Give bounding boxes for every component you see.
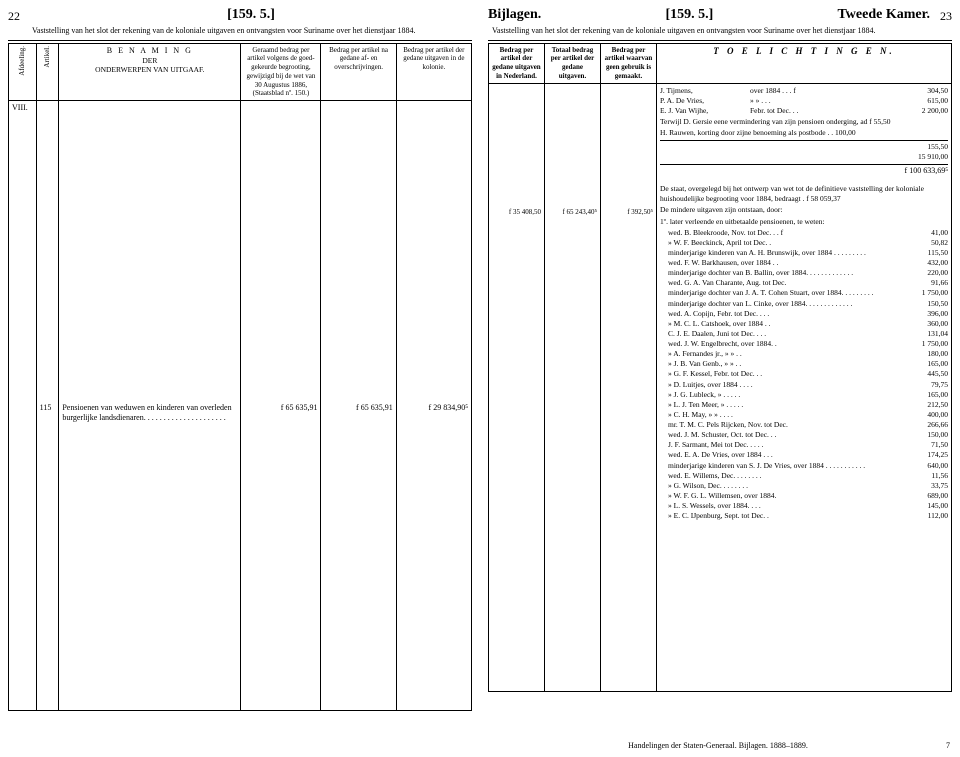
toel-top-line: E. J. Van Wijhe,Febr. tot Dec. . .2 200,… (660, 106, 948, 116)
toel-entry: » G. Wilson, Dec. . . . . . . .33,75 (668, 481, 948, 491)
footer: Handelingen der Staten-Generaal. Bijlage… (0, 741, 960, 751)
toel-entry: » C. H. May, » » . . . .400,00 (668, 410, 948, 420)
toel-entry: wed. B. Bleekroode, Nov. tot Dec. . . f4… (668, 228, 948, 238)
toel-entry: minderjarige dochter van J. A. T. Cohen … (668, 288, 948, 298)
toel-entry: » D. Luitjes, over 1884 . . . .79,75 (668, 380, 948, 390)
toel-top-line: J. Tijmens,over 1884 . . . f304,50 (660, 86, 948, 96)
cell-artnum: 115 (36, 101, 59, 531)
toel-entry: wed. E. A. De Vries, over 1884 . . .174,… (668, 450, 948, 460)
col-bedrag-kolonie: Bedrag per artikel der gedane uitgaven i… (396, 43, 471, 101)
rule (8, 40, 472, 41)
toel-entry: minderjarige dochter van L. Cinke, over … (668, 299, 948, 309)
toelichtingen-body: J. Tijmens,over 1884 . . . f304,50P. A. … (660, 86, 948, 522)
toel-entry: wed. F. W. Barkhausen, over 1884 . .432,… (668, 258, 948, 268)
toel-entry: mr. T. M. C. Pels Rijcken, Nov. tot Dec.… (668, 420, 948, 430)
right-subtitle: Vaststelling van het slot der rekening v… (492, 26, 952, 36)
col-toelichtingen: T O E L I C H T I N G E N. (657, 43, 952, 83)
left-page-number: 22 (8, 9, 30, 24)
left-bracket: [159. 5.] (227, 6, 275, 24)
toel-entry: » L. J. Ten Meer, » . . . . .212,50 (668, 400, 948, 410)
toel-entry: » A. Fernandes jr., » » . .180,00 (668, 349, 948, 359)
left-data-row-upper: VIII. 115 Pensioenen van weduwen en kind… (9, 101, 472, 531)
toel-entry: » W. F. G. L. Willemsen, over 1884.689,0… (668, 491, 948, 501)
right-header: Bijlagen. [159. 5.] Tweede Kamer. 23 (488, 6, 952, 24)
toel-entry: minderjarige kinderen van S. J. De Vries… (668, 461, 948, 471)
cell-raming: f 65 635,91 (241, 101, 321, 531)
toel-entry: minderjarige dochter van B. Ballin, over… (668, 268, 948, 278)
grand-total: f 100 633,69⁵ (660, 164, 948, 177)
right-bracket: [159. 5.] (665, 6, 713, 24)
right-data-row: f 35 408,50 f 65 243,40⁵ f 392,50⁵ J. Ti… (489, 83, 952, 691)
cell-desc: Pensioenen van weduwen en kinderen van o… (59, 101, 241, 531)
bijlagen-label: Bijlagen. (488, 6, 541, 24)
cell-kolonie: f 29 834,90⁵ (396, 101, 471, 531)
cell-ned: f 35 408,50 (489, 83, 545, 691)
toel-entry: » J. G. Lubleck, » . . . . .165,00 (668, 390, 948, 400)
toel-entry: wed. G. A. Van Charante, Aug. tot Dec.91… (668, 278, 948, 288)
col-raming: Geraamd bedrag per artikel volgens de go… (241, 43, 321, 101)
toel-entry: » J. B. Van Genb., » » . .165,00 (668, 359, 948, 369)
toel-entry: wed. J. M. Schuster, Oct. tot Dec. . .15… (668, 430, 948, 440)
rule (488, 40, 952, 41)
toel-entry: wed. A. Copijn, Febr. tot Dec. . . .396,… (668, 309, 948, 319)
cell-na: f 65 635,91 (321, 101, 396, 531)
kamer-label: Tweede Kamer. (837, 6, 930, 24)
col-ned: Bedrag per artikel der gedane uitgaven i… (489, 43, 545, 83)
footer-pagenum: 7 (946, 741, 950, 751)
page-spread: 22 [159. 5.] Vaststelling van het slot d… (0, 0, 960, 716)
toel-entry: » M. C. L. Catshoek, over 1884 . .360,00 (668, 319, 948, 329)
toel-entry: » E. C. IJpenburg, Sept. tot Dec. .112,0… (668, 511, 948, 521)
footer-citation: Handelingen der Staten-Generaal. Bijlage… (628, 741, 808, 751)
toel-entry: C. J. E. Daalen, Juni tot Dec. . . .131,… (668, 329, 948, 339)
toel-top-line: P. A. De Vries,» » . . .615,00 (660, 96, 948, 106)
left-leaf: 22 [159. 5.] Vaststelling van het slot d… (0, 0, 480, 716)
col-afdeeling: Afdeeling. (9, 43, 37, 101)
right-table: Bedrag per artikel der gedane uitgaven i… (488, 43, 952, 692)
cell-toelichtingen: J. Tijmens,over 1884 . . . f304,50P. A. … (657, 83, 952, 691)
cell-geen: f 392,50⁵ (601, 83, 657, 691)
cell-totaal: f 65 243,40⁵ (545, 83, 601, 691)
right-table-head-row: Bedrag per artikel der gedane uitgaven i… (489, 43, 952, 83)
left-table-head-row: Afdeeling. Artikel. B E N A M I N G DER … (9, 43, 472, 101)
left-table: Afdeeling. Artikel. B E N A M I N G DER … (8, 43, 472, 712)
cell-roman: VIII. (9, 101, 37, 531)
toel-entry: » L. S. Wessels, over 1884. . . .145,00 (668, 501, 948, 511)
left-subtitle: Vaststelling van het slot der rekening v… (32, 26, 472, 36)
left-header: 22 [159. 5.] (8, 6, 472, 24)
toel-entry: wed. E. Willems, Dec. . . . . . . .11,56 (668, 471, 948, 481)
toel-entry: J. F. Sarmant, Mei tot Dec. . . . .71,50 (668, 440, 948, 450)
toel-entry: » G. F. Kessel, Febr. tot Dec. . .445,50 (668, 369, 948, 379)
col-benaming: B E N A M I N G DER ONDERWERPEN VAN UITG… (59, 43, 241, 101)
col-artikel: Artikel. (36, 43, 59, 101)
right-page-number: 23 (930, 9, 952, 24)
col-bedrag-na: Bedrag per artikel na gedane af- en over… (321, 43, 396, 101)
col-geen: Bedrag per artikel waarvan geen gebruik … (601, 43, 657, 83)
right-leaf: Bijlagen. [159. 5.] Tweede Kamer. 23 Vas… (480, 0, 960, 716)
col-totaal: Totaal bedrag per artikel der gedane uit… (545, 43, 601, 83)
toel-entry: » W. F. Beeckinck, April tot Dec. .50,82 (668, 238, 948, 248)
left-data-row-lower (9, 531, 472, 711)
toel-entry: minderjarige kinderen van A. H. Brunswij… (668, 248, 948, 258)
toel-entry: wed. J. W. Engelbrecht, over 1884. .1 75… (668, 339, 948, 349)
